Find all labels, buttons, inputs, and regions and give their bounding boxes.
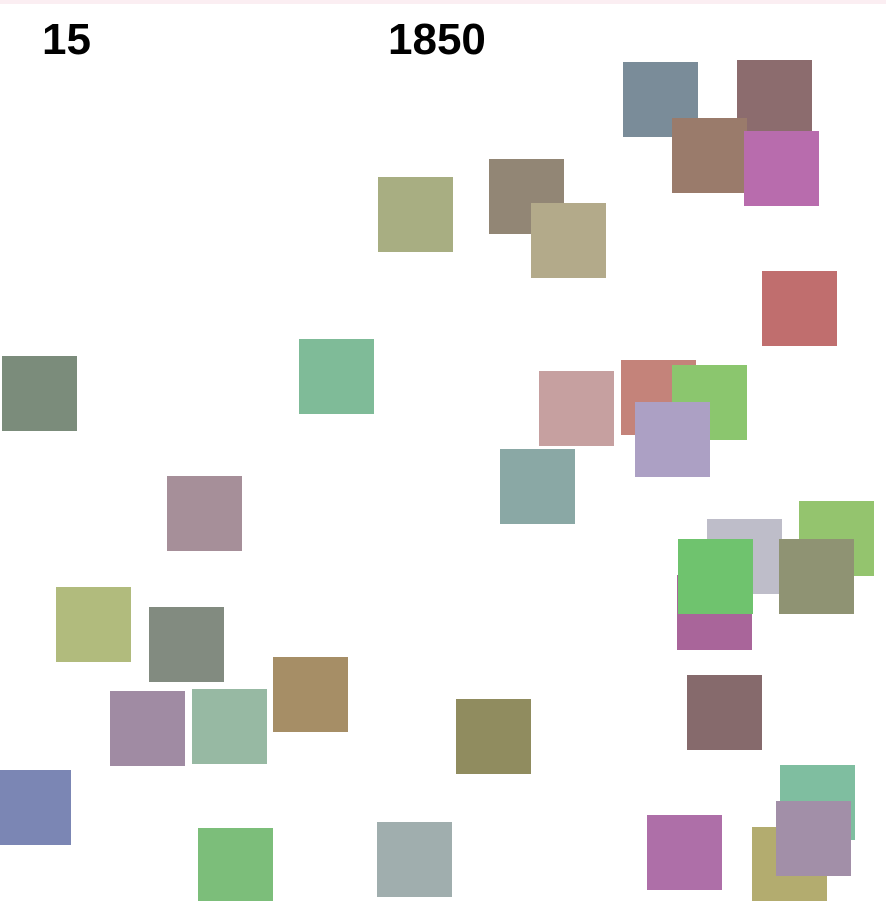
color-tile[interactable] [110,691,185,766]
color-tile[interactable] [687,675,762,750]
color-tile[interactable] [149,607,224,682]
top-strip [0,0,886,4]
color-tile[interactable] [198,828,273,901]
color-tile[interactable] [167,476,242,551]
color-tile[interactable] [0,770,71,845]
color-tile[interactable] [672,118,747,193]
remaining-counter: 15 [42,15,91,64]
color-tile[interactable] [779,539,854,614]
color-tile[interactable] [2,356,77,431]
color-tile[interactable] [273,657,348,732]
color-tile[interactable] [531,203,606,278]
color-tile[interactable] [539,371,614,446]
color-tile[interactable] [744,131,819,206]
color-tile[interactable] [678,539,753,614]
color-tile[interactable] [192,689,267,764]
color-tile[interactable] [500,449,575,524]
color-tile[interactable] [377,822,452,897]
score-display: 1850 [388,15,486,64]
color-tile[interactable] [762,271,837,346]
color-tile[interactable] [299,339,374,414]
color-tile[interactable] [737,60,812,135]
color-tile[interactable] [776,801,851,876]
color-tile[interactable] [635,402,710,477]
color-tile[interactable] [456,699,531,774]
color-tile[interactable] [56,587,131,662]
color-tile[interactable] [647,815,722,890]
color-tile[interactable] [378,177,453,252]
